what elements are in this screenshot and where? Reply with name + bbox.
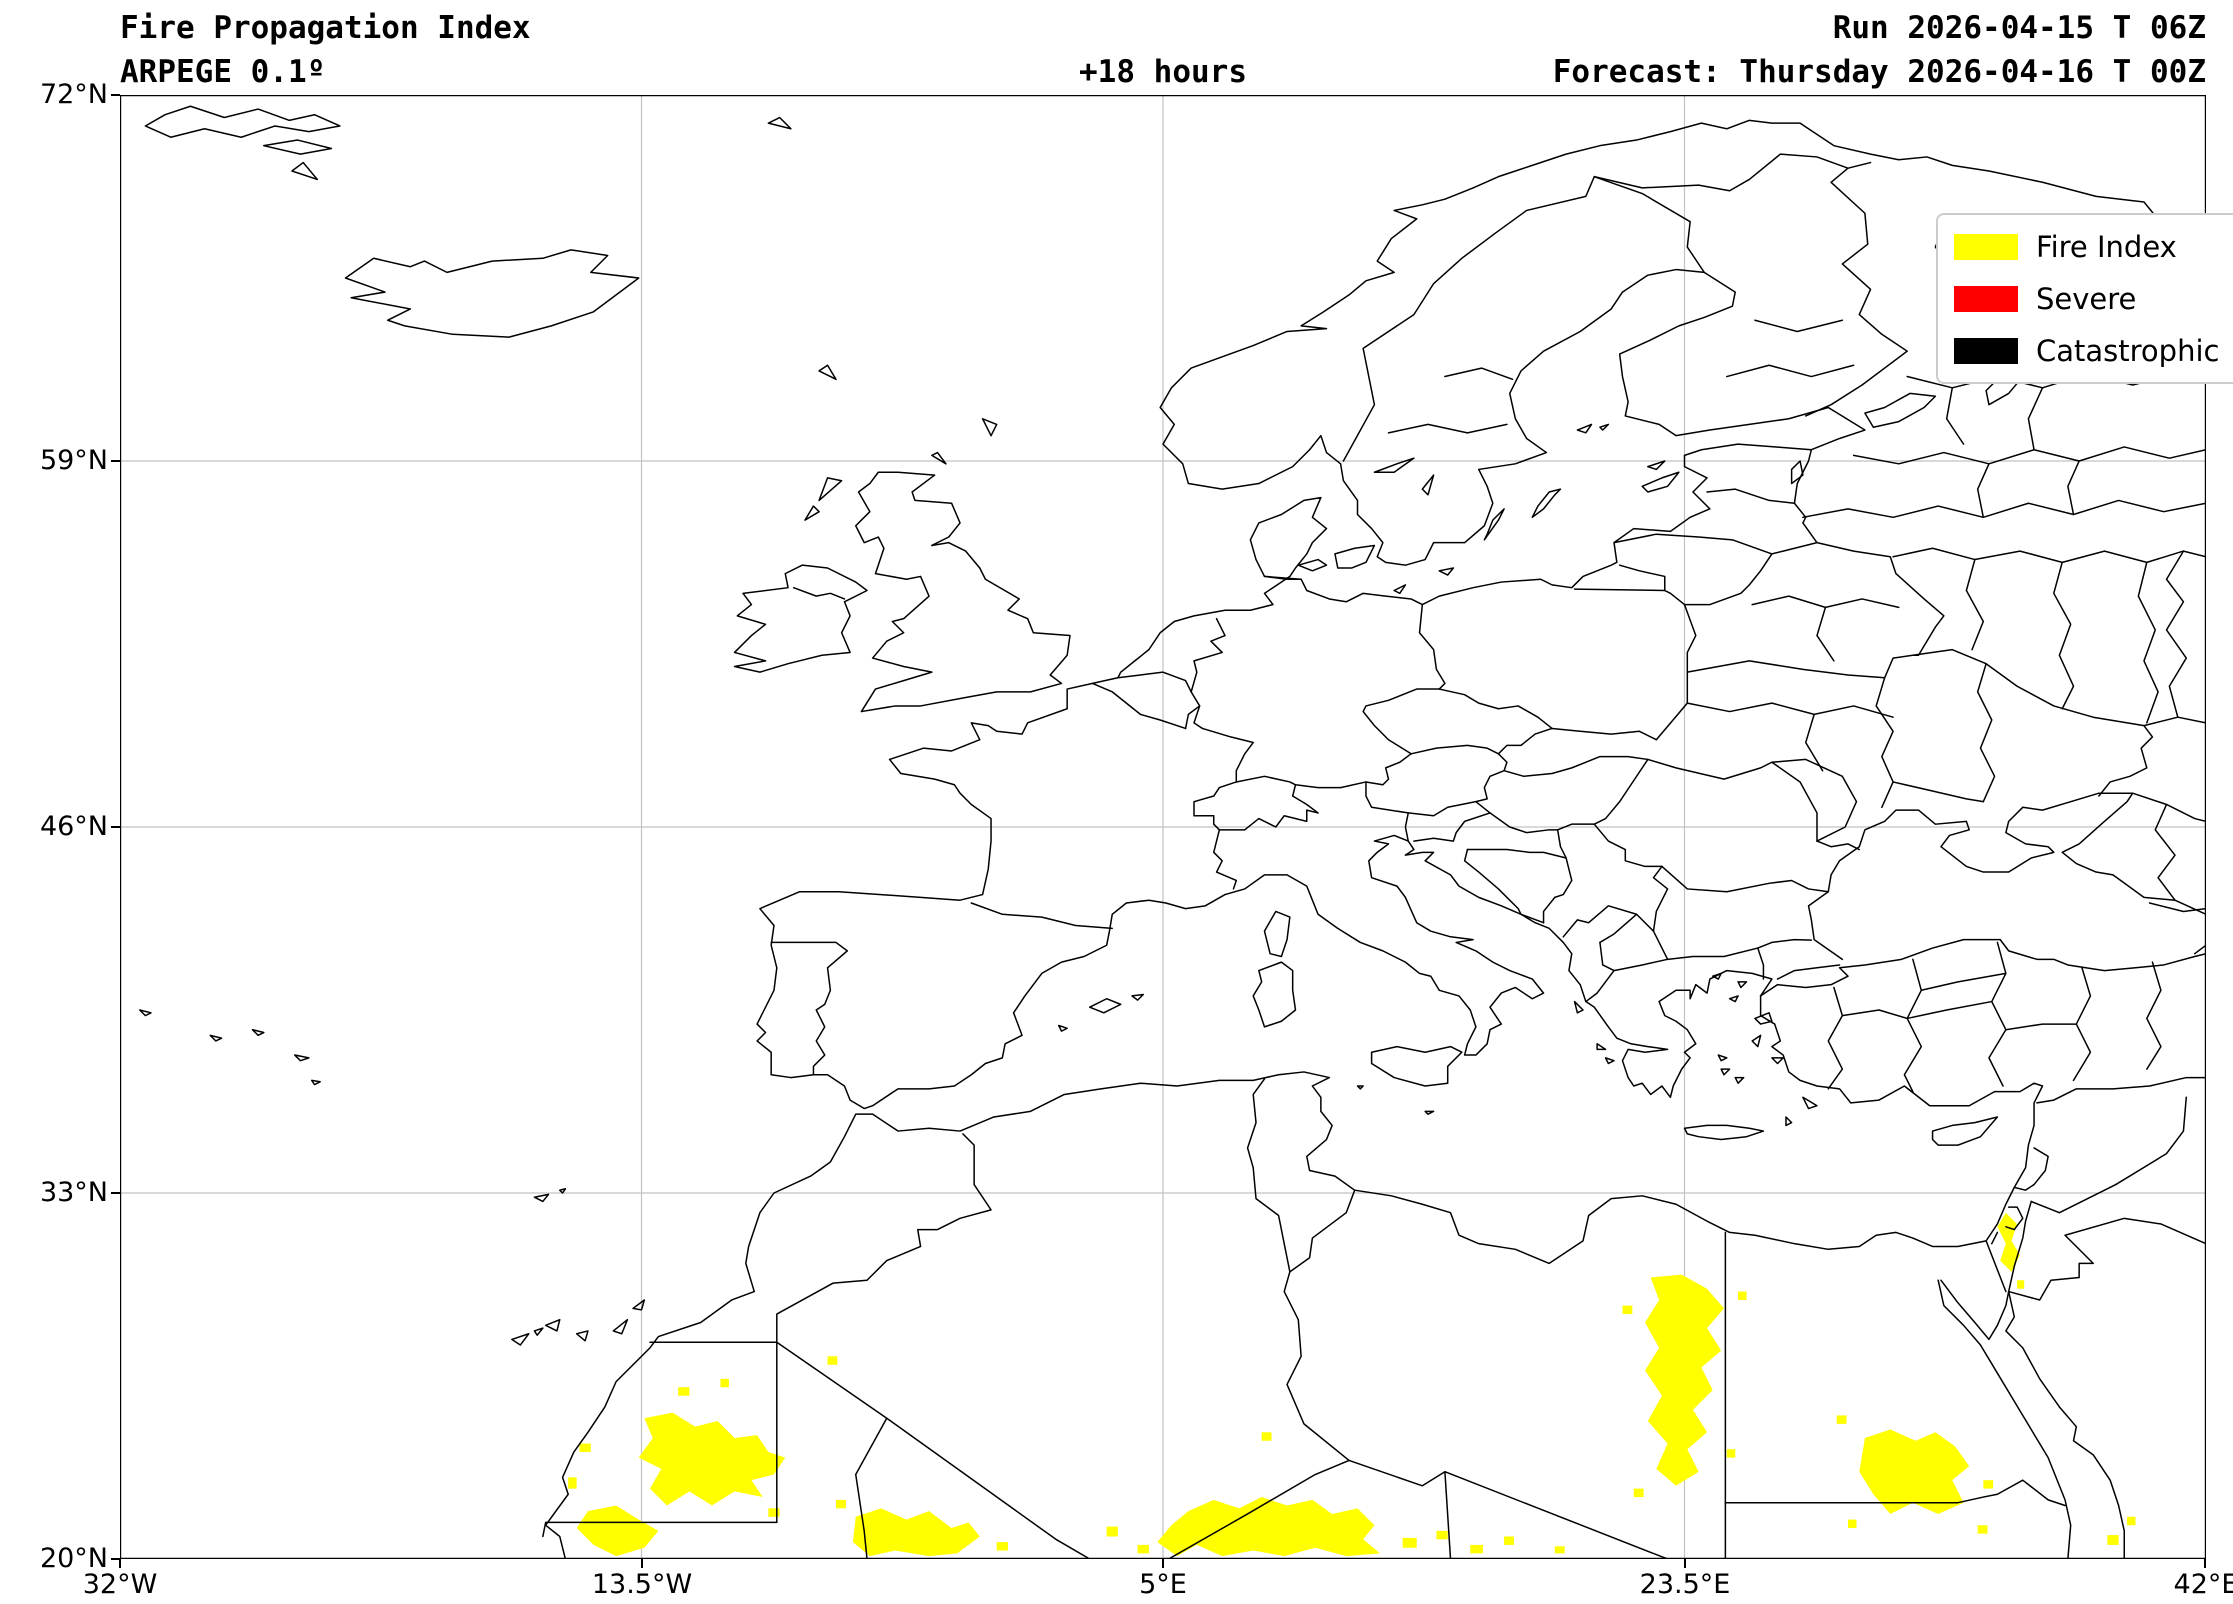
x-tick-mark [641, 1559, 643, 1568]
y-tick-mark [111, 94, 120, 96]
legend-item: Severe [1954, 278, 2233, 320]
run-label: Run 2026-04-15 T 06Z [1832, 10, 2206, 46]
legend-label: Fire Index [2036, 229, 2177, 264]
legend-label: Severe [2036, 281, 2137, 316]
x-tick-mark [1162, 1559, 1164, 1568]
x-tick-label-32w: 32°W [82, 1569, 158, 1600]
map-plot: Fire Index Severe Catastrophic [120, 95, 2233, 1559]
legend: Fire Index Severe Catastrophic [1936, 213, 2233, 384]
y-tick-label-72n: 72°N [39, 79, 108, 110]
y-tick-label-46n: 46°N [39, 811, 108, 842]
coastlines-and-borders [140, 106, 2206, 1559]
x-tick-mark [2204, 1559, 2206, 1568]
legend-item: Fire Index [1954, 226, 2233, 268]
y-tick-mark [111, 1192, 120, 1194]
x-tick-label-42e: 42°E [2173, 1569, 2233, 1600]
gridlines [120, 95, 2206, 1559]
fire-index-layer [568, 1212, 2136, 1557]
map-svg [120, 95, 2206, 1559]
y-tick-mark [111, 460, 120, 462]
x-tick-mark [1684, 1559, 1686, 1568]
catastrophic-swatch [1954, 337, 2018, 364]
figure-title: Fire Propagation Index [120, 10, 531, 46]
forecast-label: Forecast: Thursday 2026-04-16 T 00Z [1552, 54, 2206, 90]
legend-item: Catastrophic [1954, 330, 2233, 372]
x-tick-mark [119, 1559, 121, 1568]
y-tick-label-33n: 33°N [39, 1177, 108, 1208]
lead-time-label: +18 hours [1079, 54, 1247, 90]
y-tick-mark [111, 826, 120, 828]
y-tick-label-59n: 59°N [39, 445, 108, 476]
x-tick-label-235e: 23.5°E [1639, 1569, 1731, 1600]
legend-label: Catastrophic [2036, 333, 2220, 368]
model-label: ARPEGE 0.1º [120, 54, 326, 90]
y-tick-mark [111, 1558, 120, 1560]
fire-index-swatch [1954, 233, 2018, 260]
x-tick-label-135w: 13.5°W [591, 1569, 693, 1600]
severe-swatch [1954, 285, 2018, 312]
y-tick-label-20n: 20°N [39, 1543, 108, 1574]
x-tick-label-5e: 5°E [1139, 1569, 1187, 1600]
